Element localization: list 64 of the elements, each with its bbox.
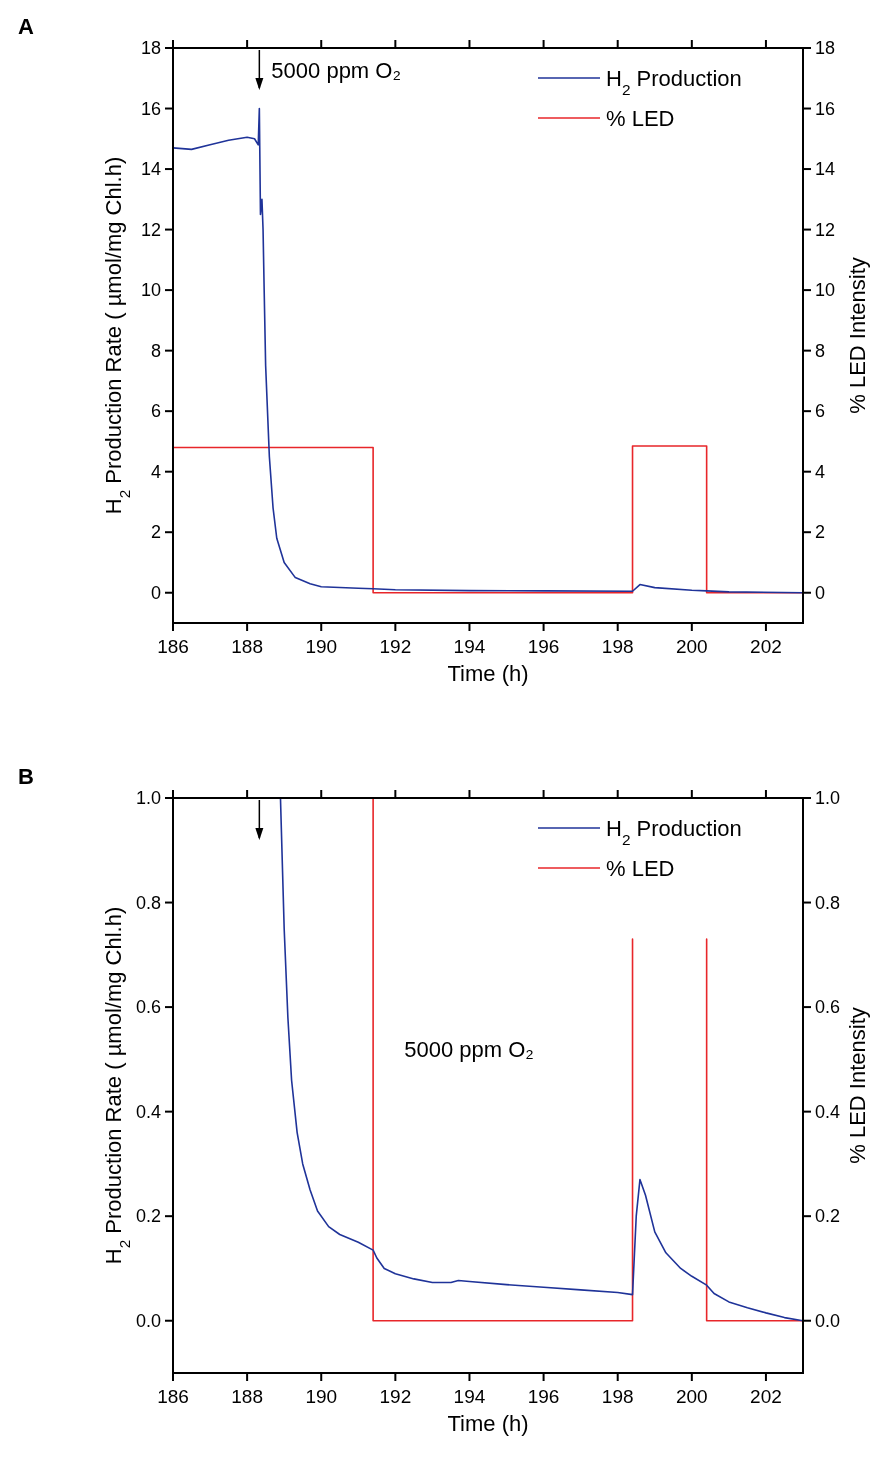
x-tick-label: 200	[675, 636, 708, 657]
y2-tick-label: 4	[815, 461, 826, 482]
y-tick-label: 6	[150, 401, 161, 422]
x-tick-label: 190	[305, 636, 338, 657]
annotation: 5000 ppm O₂	[271, 58, 401, 83]
x-tick-label: 196	[527, 636, 560, 657]
x-tick-label: 192	[379, 636, 412, 657]
chart-title: A	[18, 14, 34, 39]
y-tick-label: 0.6	[135, 997, 161, 1018]
x-tick-label: 198	[601, 1386, 634, 1407]
x-axis-title: Time (h)	[447, 1411, 529, 1436]
y2-tick-label: 14	[815, 159, 836, 180]
y-tick-label: 0.4	[135, 1101, 161, 1122]
y2-tick-label: 6	[815, 401, 826, 422]
y2-tick-label: 0.8	[815, 892, 841, 913]
y2-tick-label: 0.6	[815, 997, 841, 1018]
x-tick-label: 198	[601, 636, 634, 657]
y-tick-label: 0.0	[135, 1310, 161, 1331]
y2-axis-title: % LED Intensity	[845, 257, 870, 414]
y-tick-label: 10	[140, 280, 161, 301]
x-tick-label: 194	[453, 636, 486, 657]
y-tick-label: 4	[150, 461, 161, 482]
y2-tick-label: 2	[815, 522, 826, 543]
y-tick-label: 14	[140, 159, 161, 180]
y-tick-label: 0.2	[135, 1206, 161, 1227]
y-tick-label: 18	[140, 38, 161, 58]
y2-tick-label: 0.4	[815, 1101, 841, 1122]
annotation: 5000 ppm O₂	[404, 1036, 534, 1062]
x-tick-label: 188	[231, 1386, 263, 1407]
y2-tick-label: 18	[815, 38, 836, 58]
y-tick-label: 16	[140, 98, 161, 119]
x-tick-label: 200	[675, 1386, 708, 1407]
y-tick-label: 2	[150, 522, 161, 543]
x-tick-label: 202	[750, 1386, 782, 1407]
y2-tick-label: 10	[815, 280, 836, 301]
x-tick-label: 188	[231, 636, 263, 657]
legend-label: % LED	[606, 856, 675, 881]
y2-tick-label: 0.2	[815, 1206, 841, 1227]
y2-tick-label: 1.0	[815, 788, 841, 808]
y-tick-label: 1.0	[135, 788, 161, 808]
x-tick-label: 186	[157, 636, 189, 657]
line-series	[173, 107, 803, 594]
chart-title: B	[18, 764, 34, 789]
y-tick-label: 0	[150, 582, 161, 603]
legend-label: H$_{2}$ Production	[606, 816, 742, 848]
y-tick-label: 0.8	[135, 892, 161, 913]
y2-axis-title: % LED Intensity	[845, 1007, 870, 1164]
x-tick-label: 196	[527, 1386, 560, 1407]
y2-tick-label: 0	[815, 582, 826, 603]
y2-tick-label: 8	[815, 340, 826, 361]
y-tick-label: 8	[150, 340, 161, 361]
x-tick-label: 194	[453, 1386, 486, 1407]
x-tick-label: 202	[750, 636, 782, 657]
x-axis-title: Time (h)	[447, 661, 529, 686]
x-tick-label: 192	[379, 1386, 412, 1407]
x-tick-label: 186	[157, 1386, 189, 1407]
y2-tick-label: 16	[815, 98, 836, 119]
y2-tick-label: 12	[815, 219, 836, 240]
y2-tick-label: 0.0	[815, 1310, 841, 1331]
x-tick-label: 190	[305, 1386, 338, 1407]
y-tick-label: 12	[140, 219, 161, 240]
legend-label: H$_{2}$ Production	[606, 66, 742, 98]
legend-label: % LED	[606, 106, 675, 131]
line-series	[279, 798, 803, 1322]
